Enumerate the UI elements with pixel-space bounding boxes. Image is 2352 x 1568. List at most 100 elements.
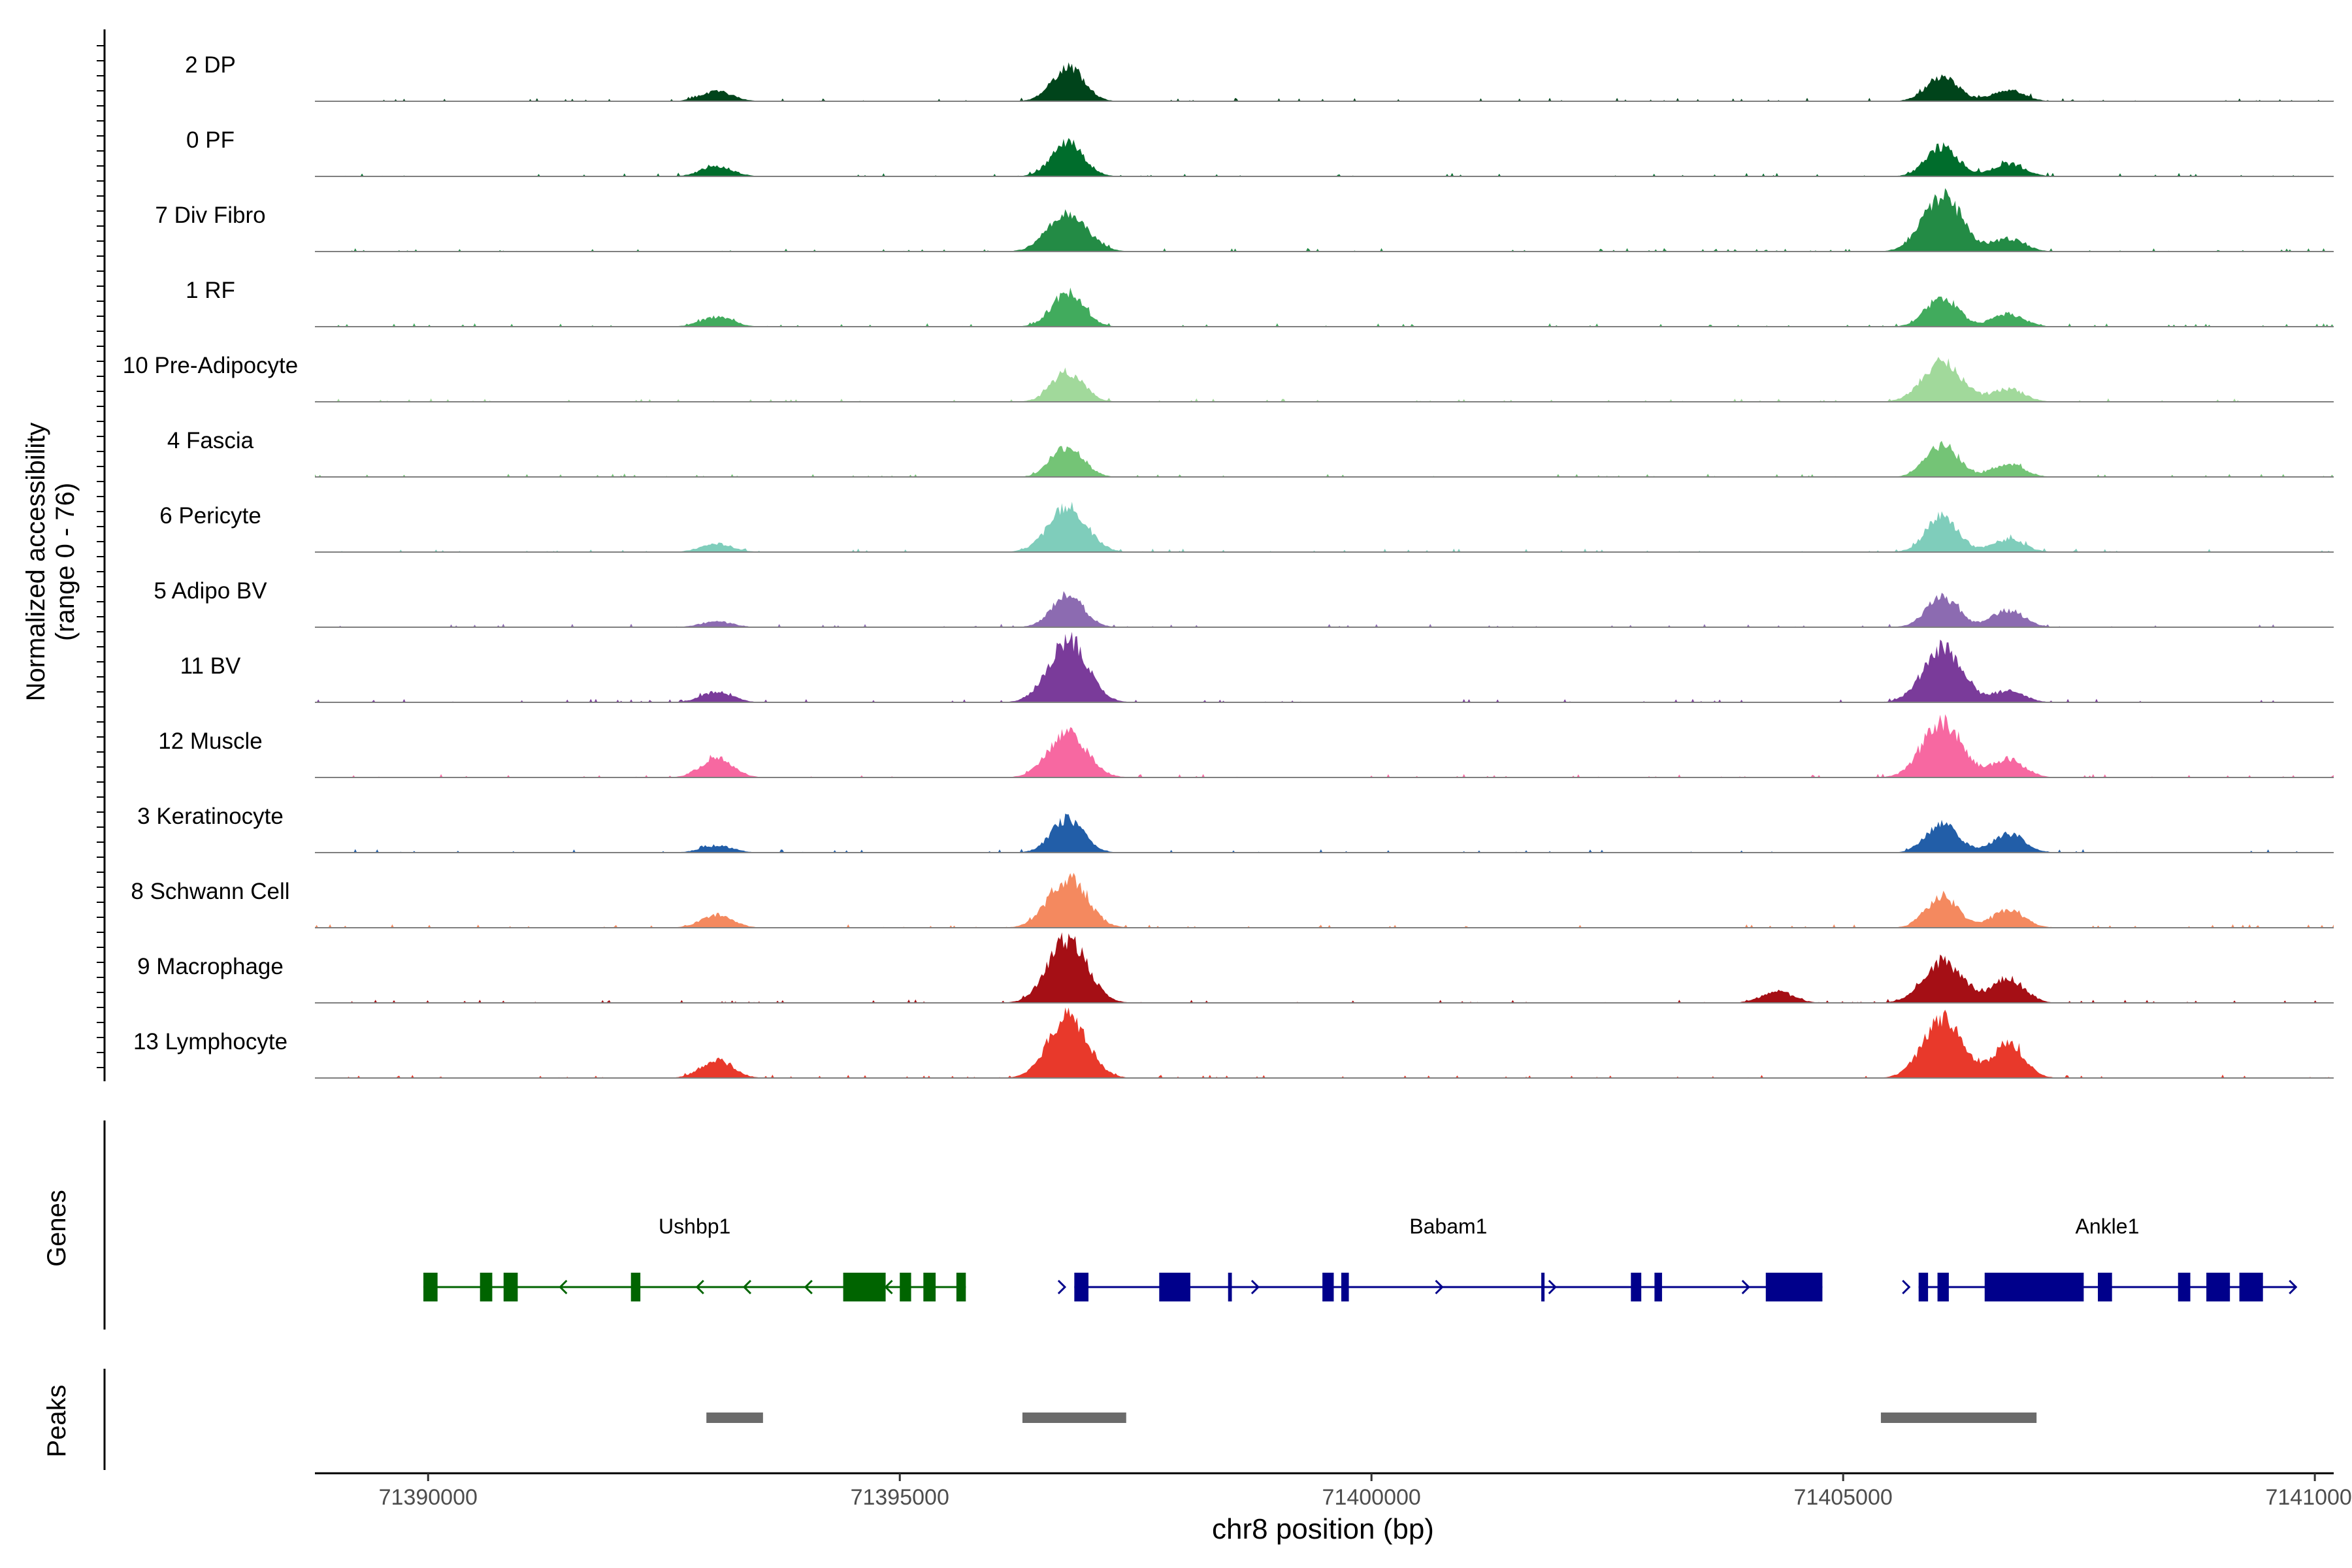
peaks-label: Peaks — [42, 1384, 71, 1457]
peaks-panel — [103, 1369, 2037, 1470]
gene-name: Ushbp1 — [659, 1215, 730, 1238]
strand-arrow — [742, 1279, 752, 1295]
x-axis: 71390000 71395000 71400000 71405000 71410000 — [315, 1472, 2352, 1510]
track-0-pf: 0 PF — [186, 127, 2334, 177]
gene-exon — [503, 1273, 518, 1301]
coverage-tracks: 2 DP 0 PF 7 Div Fibro 1 RF 10 Pre-Adipocyte 4… — [97, 29, 2334, 1081]
gene-ankle1: Ankle1 — [1902, 1215, 2298, 1301]
gene-exon — [1765, 1273, 1823, 1301]
track-5-adipo-bv: 5 Adipo BV — [154, 578, 2334, 628]
gene-exon — [1159, 1273, 1190, 1301]
gene-exon — [1654, 1273, 1662, 1301]
track-label: 10 Pre-Adipocyte — [123, 353, 298, 378]
strand-arrow — [1435, 1279, 1444, 1295]
track-13-lymphocyte: 13 Lymphocyte — [133, 1007, 2334, 1079]
track-1-rf: 1 RF — [186, 278, 2334, 327]
track-10-pre-adipocyte: 10 Pre-Adipocyte — [123, 353, 2334, 402]
track-signal — [315, 714, 2334, 777]
track-signal — [315, 1007, 2334, 1078]
y-axis-label-line1: Normalized accessibility — [22, 423, 50, 702]
gene-exon — [1541, 1273, 1545, 1301]
track-label: 5 Adipo BV — [154, 578, 267, 604]
track-signal — [315, 932, 2334, 1003]
track-signal — [315, 632, 2334, 702]
x-tick-label: 71400000 — [1322, 1485, 1421, 1510]
x-axis-label: chr8 position (bp) — [1212, 1513, 1434, 1545]
track-signal — [315, 440, 2334, 477]
track-signal — [315, 62, 2334, 101]
gene-exon — [1228, 1273, 1232, 1301]
gene-babam1: Babam1 — [1057, 1215, 1823, 1301]
gene-exon — [923, 1273, 936, 1301]
strand-arrow — [1741, 1279, 1750, 1295]
gene-name: Babam1 — [1409, 1215, 1487, 1238]
track-2-dp: 2 DP — [185, 52, 2334, 102]
gene-exon — [480, 1273, 493, 1301]
track-label: 2 DP — [185, 52, 236, 78]
track-11-bv: 11 BV — [180, 632, 2334, 703]
gene-exon — [630, 1273, 641, 1301]
track-label: 3 Keratinocyte — [137, 804, 284, 829]
gene-exon — [1937, 1273, 1949, 1301]
gene-exon — [1631, 1273, 1642, 1301]
track-label: 13 Lymphocyte — [133, 1029, 287, 1054]
track-label: 11 BV — [180, 653, 241, 679]
x-tick-label: 71410000 — [2265, 1485, 2352, 1510]
strand-arrow — [1548, 1279, 1557, 1295]
peak-region — [1022, 1413, 1126, 1423]
genes-panel: Ushbp1 Babam1 Ankle1 — [103, 1120, 2298, 1330]
gene-exon — [2098, 1273, 2112, 1301]
track-signal — [315, 357, 2334, 402]
y-axis-label: Normalized accessibility — [22, 423, 50, 702]
track-signal — [315, 501, 2334, 552]
track-8-schwann-cell: 8 Schwann Cell — [131, 873, 2334, 928]
track-signal — [315, 591, 2334, 627]
gene-ushbp1: Ushbp1 — [423, 1215, 966, 1301]
gene-name: Ankle1 — [2076, 1215, 2140, 1238]
strand-arrow — [1902, 1279, 1911, 1295]
track-signal — [315, 188, 2334, 252]
track-label: 6 Pericyte — [159, 503, 261, 529]
x-tick-label: 71390000 — [379, 1485, 478, 1510]
strand-arrow — [884, 1279, 893, 1295]
track-signal — [315, 138, 2334, 176]
x-tick-label: 71395000 — [851, 1485, 949, 1510]
track-signal — [315, 287, 2334, 327]
track-6-pericyte: 6 Pericyte — [159, 501, 2334, 553]
genes-label: Genes — [42, 1190, 71, 1267]
strand-arrow — [559, 1279, 568, 1295]
track-signal — [315, 873, 2334, 928]
gene-exon — [1322, 1273, 1334, 1301]
gene-exon — [1984, 1273, 2084, 1301]
gene-exon — [2178, 1273, 2191, 1301]
track-label: 4 Fascia — [167, 428, 254, 453]
y-axis-range-label: (range 0 - 76) — [51, 483, 80, 641]
track-4-fascia: 4 Fascia — [167, 428, 2334, 478]
gene-exon — [956, 1273, 966, 1301]
track-3-keratinocyte: 3 Keratinocyte — [137, 804, 2334, 853]
track-label: 8 Schwann Cell — [131, 879, 289, 904]
track-12-muscle: 12 Muscle — [158, 714, 2334, 778]
track-label: 12 Muscle — [158, 728, 263, 754]
track-label: 1 RF — [186, 278, 235, 303]
peak-region — [1880, 1413, 2037, 1423]
gene-exon — [843, 1273, 886, 1301]
gene-exon — [2239, 1273, 2263, 1301]
gene-exon — [2206, 1273, 2230, 1301]
peak-region — [706, 1413, 763, 1423]
track-signal — [315, 813, 2334, 853]
gene-exon — [900, 1273, 911, 1301]
strand-arrow — [1250, 1279, 1260, 1295]
strand-arrow — [2289, 1279, 2298, 1295]
gene-exon — [423, 1273, 438, 1301]
gene-exon — [1341, 1273, 1349, 1301]
gene-exon — [1074, 1273, 1089, 1301]
track-label: 9 Macrophage — [137, 954, 284, 979]
strand-arrow — [804, 1279, 813, 1295]
track-9-macrophage: 9 Macrophage — [137, 932, 2334, 1004]
track-7-div-fibro: 7 Div Fibro — [155, 188, 2334, 252]
x-tick-label: 71405000 — [1794, 1485, 1893, 1510]
strand-arrow — [695, 1279, 704, 1295]
strand-arrow — [1057, 1279, 1067, 1295]
